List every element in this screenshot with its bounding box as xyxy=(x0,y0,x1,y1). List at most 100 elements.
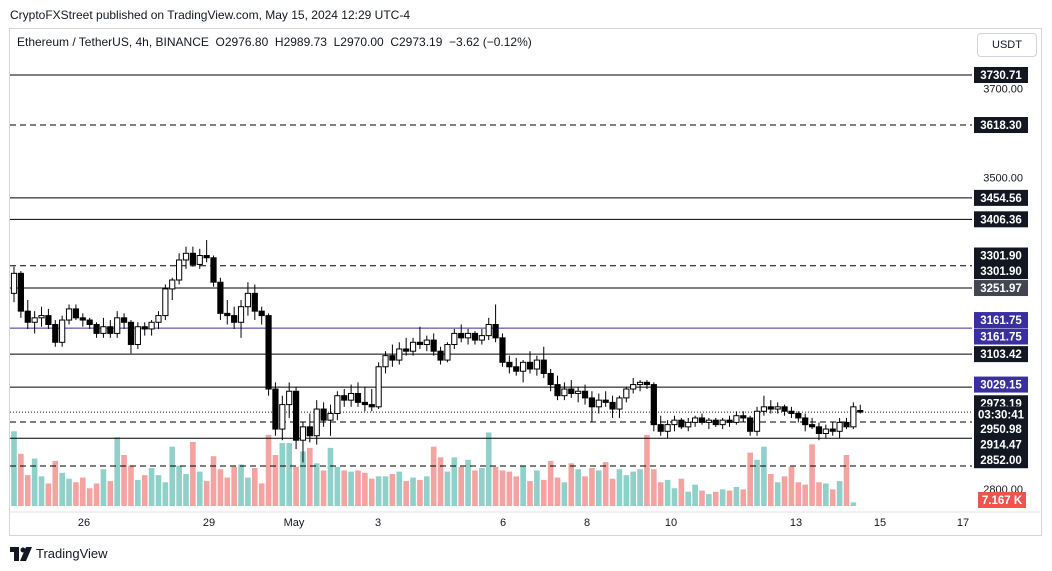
candle-body xyxy=(726,419,733,423)
candle-body xyxy=(299,426,307,441)
candle-body xyxy=(100,326,107,334)
candle-body xyxy=(86,319,93,325)
candle-body xyxy=(829,428,836,432)
volume-bar xyxy=(733,487,740,506)
candle-body xyxy=(279,404,286,430)
price-axis-label-bg xyxy=(974,376,1028,393)
candle-body xyxy=(292,390,300,441)
candle-body xyxy=(375,366,382,408)
x-tick-label: 10 xyxy=(665,517,677,529)
volume-bar xyxy=(520,465,526,506)
volume-bar xyxy=(375,476,382,506)
volume-bar xyxy=(245,477,251,506)
x-tick-label: 8 xyxy=(584,517,590,529)
candle-body xyxy=(382,355,389,368)
candle-body xyxy=(698,417,706,423)
candle-body xyxy=(176,259,183,281)
volume-bar xyxy=(692,484,698,506)
volume-bar xyxy=(850,502,857,506)
volume-bar xyxy=(424,476,430,506)
volume-bar xyxy=(107,481,114,506)
candle-body xyxy=(107,326,114,334)
volume-bar xyxy=(485,432,492,506)
volume-bar xyxy=(265,434,272,506)
volume-bar xyxy=(135,479,141,506)
candle-body xyxy=(767,406,774,410)
candle-body xyxy=(643,381,651,386)
volume-bar xyxy=(389,473,396,506)
price-axis-label: 2950.98 xyxy=(980,424,1022,436)
candle-body xyxy=(403,348,410,352)
volume-bar xyxy=(788,466,795,506)
candle-body xyxy=(203,255,210,259)
volume-bar xyxy=(38,476,45,506)
candle-body xyxy=(478,335,485,341)
volume-bar xyxy=(726,490,733,506)
volume-bar xyxy=(176,465,182,506)
candle-body xyxy=(636,381,644,386)
volume-bar xyxy=(18,453,24,506)
volume-bar xyxy=(224,477,231,506)
x-tick-label: 15 xyxy=(874,517,886,529)
candle-body xyxy=(361,401,368,406)
volume-bar xyxy=(616,469,623,506)
candle-body xyxy=(547,372,554,386)
candle-body xyxy=(520,361,527,372)
price-axis-label-bg xyxy=(974,247,1028,264)
candle-body xyxy=(224,312,231,317)
volume-bar xyxy=(651,469,657,506)
volume-bar xyxy=(31,458,38,506)
volume-bar xyxy=(630,471,636,506)
volume-bar xyxy=(527,481,533,506)
candle-body xyxy=(251,292,258,312)
price-axis-label: 3406.36 xyxy=(980,214,1022,226)
price-axis-label-bg xyxy=(974,328,1028,345)
candle-body xyxy=(416,341,424,346)
tradingview-footer[interactable]: TradingView xyxy=(10,546,108,561)
x-tick-label: 6 xyxy=(500,517,506,529)
candle-body xyxy=(616,397,623,410)
volume-bar xyxy=(802,484,808,506)
candle-body xyxy=(760,406,768,412)
currency-button[interactable]: USDT xyxy=(977,33,1037,57)
price-axis-label-bg xyxy=(974,346,1028,363)
volume-bar xyxy=(355,470,361,506)
candle-body xyxy=(575,390,582,394)
candle-body xyxy=(444,344,451,361)
volume-bar xyxy=(540,479,547,506)
volume-bar xyxy=(24,475,31,506)
volume-bar xyxy=(712,491,719,506)
volume-bar xyxy=(272,455,279,506)
volume-bar xyxy=(664,479,671,506)
x-tick-label: May xyxy=(284,517,305,529)
volume-bar xyxy=(403,481,409,506)
candle-body xyxy=(217,281,224,314)
price-axis-label-bg xyxy=(974,452,1028,469)
candle-body xyxy=(258,310,265,317)
volume-bar xyxy=(307,447,313,506)
y-tick-label: 3500.00 xyxy=(983,173,1023,185)
candle-body xyxy=(836,421,843,432)
volume-bar xyxy=(169,446,176,506)
volume-bar xyxy=(699,490,705,506)
price-axis-label-bg xyxy=(974,280,1028,297)
candle-body xyxy=(485,323,492,337)
candle-body xyxy=(712,419,719,426)
candle-body xyxy=(802,417,809,426)
volume-bar xyxy=(52,460,59,506)
x-tick-label: 17 xyxy=(957,517,969,529)
volume-bar xyxy=(437,457,444,506)
candle-body xyxy=(169,279,176,290)
volume-bar xyxy=(637,469,643,506)
candle-body xyxy=(306,426,313,437)
volume-bar xyxy=(141,475,148,506)
candle-body xyxy=(705,419,712,423)
candle-body xyxy=(17,272,24,312)
volume-bar xyxy=(396,471,403,506)
candle-body xyxy=(430,339,437,352)
volume-bar xyxy=(217,469,224,506)
volume-bar xyxy=(582,476,588,506)
candle-body xyxy=(492,323,499,339)
volume-bar xyxy=(492,466,499,506)
